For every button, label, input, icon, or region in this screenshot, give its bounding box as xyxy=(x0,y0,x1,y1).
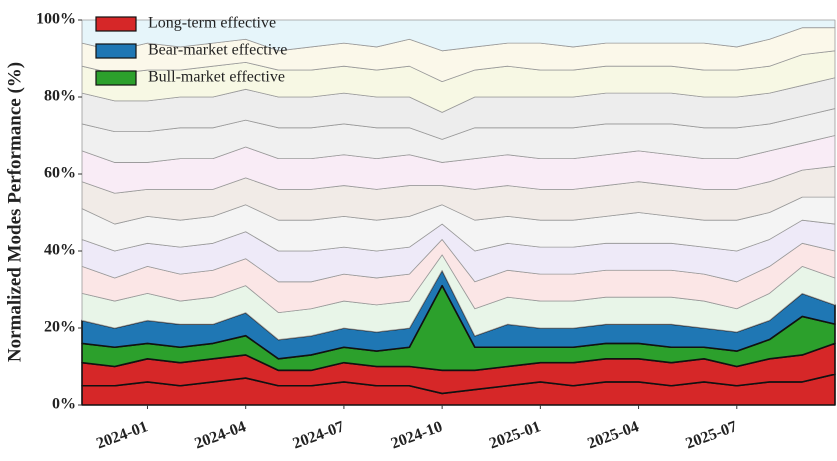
y-tick-label: 20% xyxy=(44,319,76,336)
x-tick-label: 2024-07 xyxy=(291,418,347,452)
legend-label: Bull-market effective xyxy=(148,69,285,86)
y-tick-label: 40% xyxy=(44,242,76,259)
x-tick-label: 2025-01 xyxy=(487,418,543,452)
x-tick-label: 2024-04 xyxy=(192,418,248,452)
legend-label: Long-term effective xyxy=(148,15,276,32)
y-tick-label: 0% xyxy=(52,396,76,413)
legend-label: Bear-market effective xyxy=(148,42,287,59)
x-tick-label: 2025-07 xyxy=(683,418,739,452)
x-tick-label: 2025-04 xyxy=(585,418,641,452)
area-layer xyxy=(81,19,836,52)
y-tick-label: 60% xyxy=(44,165,76,182)
x-tick-label: 2024-10 xyxy=(389,418,445,452)
x-tick-label: 2024-01 xyxy=(94,418,150,452)
y-axis-label: Normalized Modes Performance (%) xyxy=(4,62,25,362)
legend-swatch xyxy=(95,43,137,59)
y-tick-label: 80% xyxy=(44,88,76,105)
legend-swatch xyxy=(95,16,137,32)
legend-swatch xyxy=(95,70,137,86)
legend: Long-term effective Bear-market effective… xyxy=(95,15,287,86)
y-tick-label: 100% xyxy=(36,11,76,28)
